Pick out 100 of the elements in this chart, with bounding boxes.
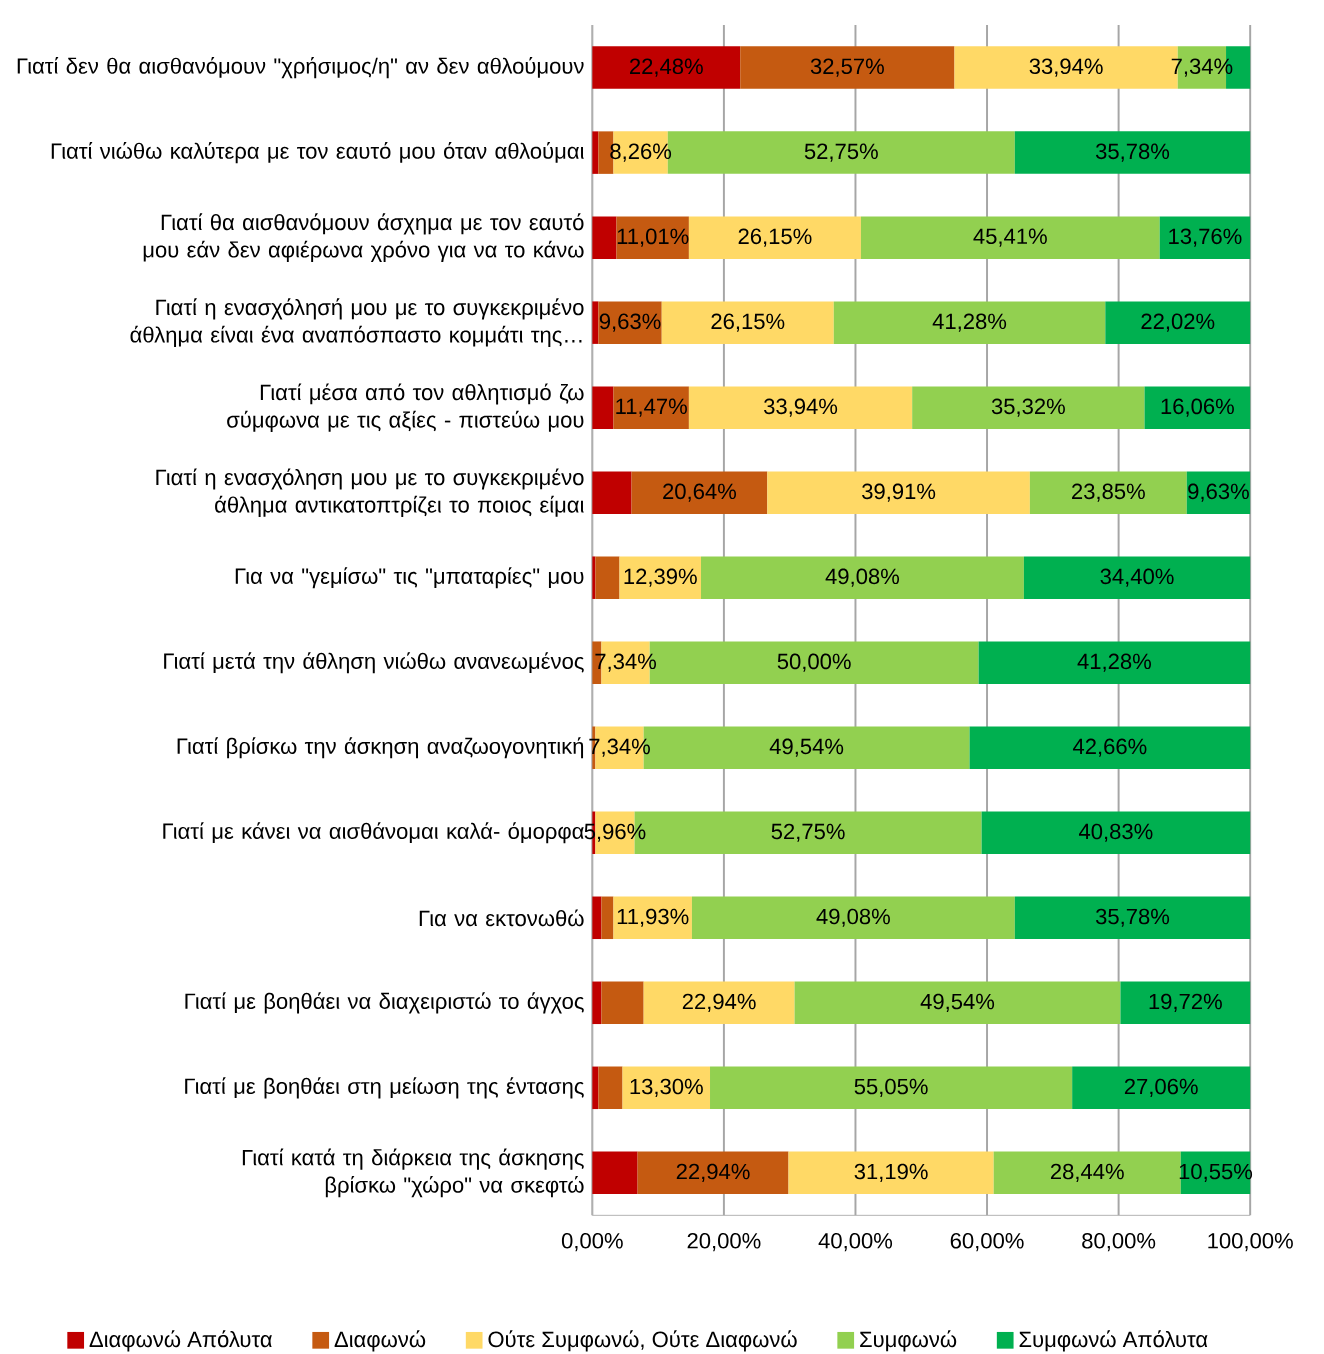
data-label: 34,40%: [1100, 568, 1174, 587]
bar: [661, 301, 834, 344]
data-label: 22,94%: [676, 1163, 750, 1182]
y-tick-label: Για να "γεμίσω" τις "μπαταρίες" μου: [235, 567, 584, 589]
bar: [688, 216, 861, 259]
data-label: 49,08%: [816, 908, 890, 927]
bar: [601, 981, 644, 1025]
data-label: 13,76%: [1169, 228, 1242, 247]
bar: [613, 896, 692, 940]
bar: [794, 981, 1121, 1025]
bar: [616, 216, 689, 259]
data-label: 20,64%: [663, 483, 737, 502]
bar: [1144, 386, 1251, 429]
bar: [1014, 896, 1251, 940]
legend-label: Διαφωνώ Απόλυτα: [89, 1330, 272, 1352]
data-label: 41,28%: [932, 313, 1007, 332]
bar: [592, 131, 599, 174]
data-label: 33,94%: [1029, 58, 1103, 77]
bar: [592, 896, 602, 940]
y-tick-label: Γιατί κατά τη διάρκεια της άσκησης βρίσκω "χώρο" να σκεφτώ: [242, 1148, 584, 1198]
data-label: 35,78%: [1095, 143, 1170, 162]
x-tick-label: 0,00%: [561, 1232, 623, 1252]
bar: [993, 1151, 1181, 1195]
bar: [592, 981, 602, 1025]
bar: [1159, 216, 1251, 259]
data-label: 49,08%: [825, 568, 900, 587]
y-tick-label: Γιατί η ενασχόληση μου με το συγκεκριμένο άθλημα αντικατοπτρίζει το ποιος είμαι: [156, 468, 584, 517]
data-label: 9,63%: [599, 313, 661, 332]
bar: [710, 1066, 1073, 1110]
y-tick-label: Γιατί δεν θα αισθανόμουν "χρήσιμος/η" αν δεν αθλούμουν: [17, 57, 584, 79]
data-label: 31,19%: [854, 1163, 928, 1182]
bar: [637, 1151, 789, 1195]
y-tick-label: Γιατί με βοηθάει να διαχειριστώ το άγχος: [185, 992, 584, 1014]
bar: [592, 1151, 638, 1195]
bar: [592, 471, 632, 514]
data-label: 28,44%: [1050, 1163, 1124, 1182]
y-tick-label: Γιατί η ενασχόλησή μου με το συγκεκριμένο άθλημα είναι ένα αναπόσπαστο κομμάτι της…: [130, 298, 584, 347]
data-label: 12,39%: [624, 568, 697, 587]
x-tick-label: 40,00%: [818, 1232, 893, 1252]
bar: [1029, 471, 1187, 514]
y-tick-label: Γιατί με βοηθάει στη μείωση της έντασης: [185, 1077, 584, 1099]
bar: [595, 556, 620, 599]
data-label: 45,41%: [973, 228, 1047, 247]
y-tick-label: Γιατί βρίσκω την άσκηση αναζωογονητική: [177, 737, 584, 759]
bar: [643, 981, 795, 1025]
bar: [592, 216, 617, 259]
data-label: 52,75%: [804, 143, 878, 162]
legend-label: Διαφωνώ: [334, 1330, 426, 1352]
legend-label: Συμφωνώ: [860, 1330, 957, 1352]
data-label: 23,85%: [1072, 483, 1145, 502]
bar: [598, 301, 662, 344]
data-label: 11,93%: [617, 908, 689, 927]
data-label: 8,26%: [610, 143, 672, 162]
data-label: 40,83%: [1078, 823, 1153, 842]
data-label: 49,54%: [769, 738, 844, 757]
data-label: 7,34%: [595, 653, 656, 672]
data-label: 39,91%: [862, 483, 936, 502]
bar: [619, 556, 701, 599]
y-tick-label: Γιατί μετά την άθληση νιώθω ανανεωμένος: [164, 652, 584, 674]
data-label: 52,75%: [771, 823, 845, 842]
bar: [598, 1066, 623, 1110]
data-label: 41,28%: [1077, 653, 1151, 672]
data-label: 42,66%: [1072, 738, 1147, 757]
bar: [592, 386, 614, 429]
bar: [1072, 1066, 1251, 1110]
bar: [592, 1066, 599, 1110]
bar: [981, 811, 1251, 855]
bar: [788, 1151, 994, 1195]
data-label: 26,15%: [738, 228, 812, 247]
data-label: 26,15%: [711, 313, 785, 332]
data-label: 55,05%: [854, 1078, 928, 1097]
data-label: 35,78%: [1095, 908, 1170, 927]
data-label: 11,47%: [616, 398, 687, 417]
bar: [592, 301, 599, 344]
bar: [1023, 556, 1251, 599]
bar: [701, 556, 1024, 599]
bar: [592, 556, 596, 599]
x-tick-label: 20,00%: [687, 1232, 761, 1252]
data-label: 49,54%: [920, 993, 995, 1012]
data-label: 22,48%: [629, 58, 703, 77]
data-label: 35,32%: [991, 398, 1065, 417]
bar: [592, 46, 741, 89]
data-label: 27,06%: [1124, 1078, 1198, 1097]
data-label: 19,72%: [1149, 993, 1222, 1012]
data-label: 9,63%: [1188, 483, 1249, 502]
y-tick-label: Γιατί θα αισθανόμουν άσχημα με τον εαυτό μου εάν δεν αφιέρωνα χρόνο για να το κάνω: [143, 213, 584, 262]
bar: [767, 471, 1030, 514]
bar: [613, 386, 689, 429]
bar: [691, 896, 1015, 940]
data-label: 22,02%: [1141, 313, 1215, 332]
bar: [601, 896, 614, 940]
data-label: 11,01%: [617, 228, 689, 247]
bar: [688, 386, 913, 429]
bar: [912, 386, 1145, 429]
y-tick-label: Για να εκτονωθώ: [419, 909, 584, 927]
bar: [1120, 981, 1251, 1025]
bar: [833, 301, 1106, 344]
x-tick-label: 80,00%: [1082, 1232, 1156, 1252]
bar: [631, 471, 768, 514]
bar: [1014, 131, 1251, 174]
